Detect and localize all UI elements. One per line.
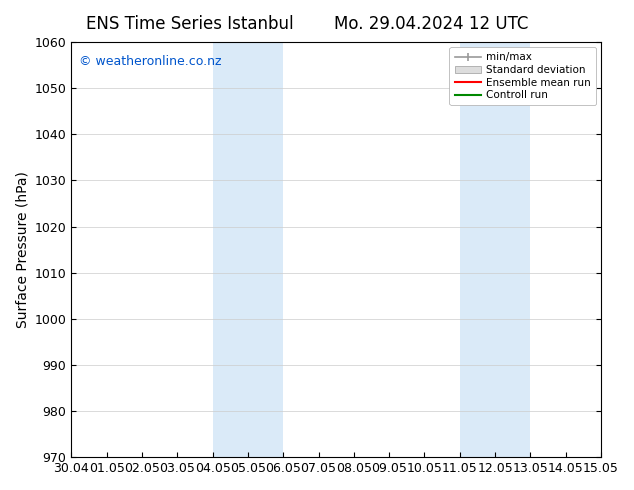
Legend: min/max, Standard deviation, Ensemble mean run, Controll run: min/max, Standard deviation, Ensemble me… (450, 47, 596, 105)
Bar (212, 42, 283, 457)
Bar (460, 42, 531, 457)
Y-axis label: Surface Pressure (hPa): Surface Pressure (hPa) (15, 171, 29, 328)
Text: ENS Time Series Istanbul: ENS Time Series Istanbul (86, 15, 294, 33)
Text: © weatheronline.co.nz: © weatheronline.co.nz (79, 54, 222, 68)
Text: Mo. 29.04.2024 12 UTC: Mo. 29.04.2024 12 UTC (334, 15, 528, 33)
